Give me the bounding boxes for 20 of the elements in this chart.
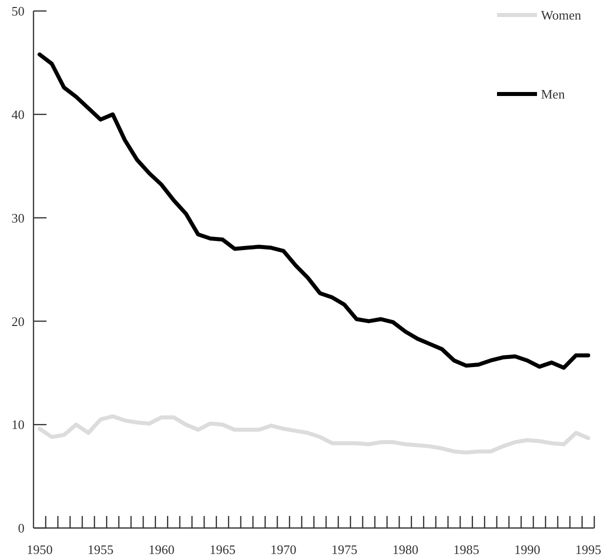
- line-series: [38, 52, 590, 370]
- x-tick-label: 1975: [331, 542, 358, 557]
- legend-label: Men: [541, 86, 566, 102]
- line-series: [38, 414, 590, 455]
- y-tick-label: 30: [12, 210, 24, 226]
- x-tick-label: 1990: [514, 542, 540, 557]
- x-tick-label: 1995: [575, 542, 602, 557]
- x-tick-label: 1985: [453, 542, 480, 557]
- y-tick-label: 40: [12, 106, 24, 122]
- y-tick-label: 0: [18, 520, 24, 536]
- legend-label: Women: [541, 8, 582, 23]
- x-tick-label: 1955: [88, 542, 114, 557]
- y-tick-label: 10: [12, 417, 24, 432]
- x-tick-label: 1960: [148, 542, 175, 557]
- y-tick-label: 50: [12, 4, 24, 19]
- x-tick-label: 1965: [209, 542, 236, 557]
- y-tick-label: 20: [12, 314, 24, 329]
- x-tick-label: 1980: [392, 542, 418, 557]
- x-tick-label: 1970: [270, 542, 296, 557]
- x-tick-label: 1950: [26, 542, 53, 557]
